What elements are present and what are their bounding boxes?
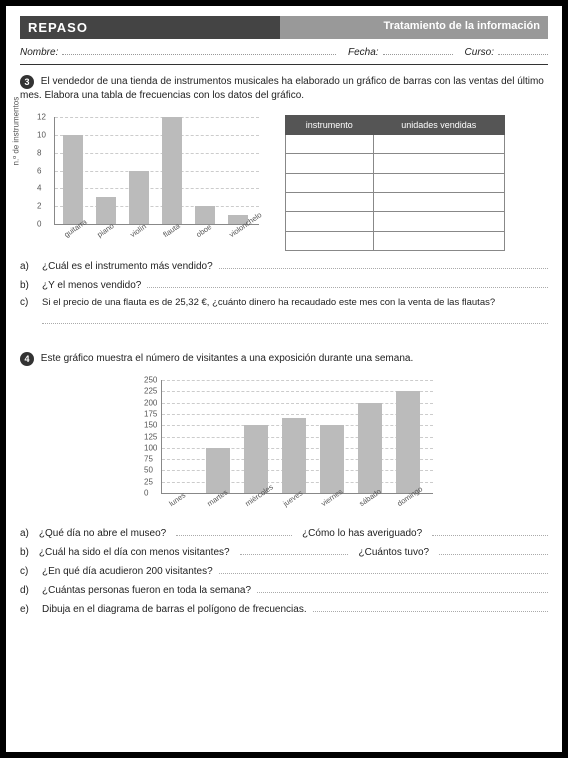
input-nombre[interactable] [62,54,336,55]
table-cell[interactable] [286,231,374,250]
q4a-letter: a) [20,528,29,539]
table-cell[interactable] [373,212,504,231]
q4a-answer1[interactable] [176,526,292,536]
q4b-letter: b) [20,547,29,558]
header-subtitle: Tratamiento de la información [280,16,548,39]
input-curso[interactable] [498,54,548,55]
q3a-answer[interactable] [219,259,548,269]
q3b-letter: b) [20,280,36,291]
q3c-letter: c) [20,297,36,308]
table-cell[interactable] [286,154,374,173]
q4d-text: ¿Cuántas personas fueron en toda la sema… [42,585,251,596]
q3-ylabel: n.º de instrumentos [12,97,21,166]
table-cell[interactable] [373,154,504,173]
q3-table: instrumento unidades vendidas [285,115,505,251]
q4a-text1: ¿Qué día no abre el museo? [39,528,166,539]
q4e-letter: e) [20,604,36,615]
header-title: REPASO [20,16,280,39]
q3c-text: Si el precio de una flauta es de 25,32 €… [42,297,495,308]
q3c-answer[interactable] [42,314,548,324]
q4c-letter: c) [20,566,36,577]
q3-chart: n.º de instrumentos 024681012guitarrapia… [20,111,265,251]
question-4: 4 Este gráfico muestra el número de visi… [20,352,548,615]
table-cell[interactable] [373,135,504,154]
label-fecha: Fecha: [348,47,379,58]
student-fields: Nombre: Fecha: Curso: [20,47,548,58]
q3-number: 3 [20,75,34,89]
q4a-answer2[interactable] [432,526,548,536]
label-curso: Curso: [465,47,494,58]
q4a-text2: ¿Cómo lo has averiguado? [302,528,422,539]
q3a-letter: a) [20,261,36,272]
q4-number: 4 [20,352,34,366]
q4b-answer2[interactable] [439,545,548,555]
q3-text: El vendedor de una tienda de instrumento… [20,76,544,101]
table-cell[interactable] [373,192,504,211]
q3b-text: ¿Y el menos vendido? [42,280,141,291]
label-nombre: Nombre: [20,47,58,58]
input-fecha[interactable] [383,54,453,55]
q4e-text: Dibuja en el diagrama de barras el políg… [42,604,307,615]
q4-text: Este gráfico muestra el número de visita… [41,353,413,364]
q4c-answer[interactable] [219,564,548,574]
q3b-answer[interactable] [147,278,548,288]
q4-chart: 0255075100125150175200225250lunesmartesm… [129,376,439,516]
q4e-answer[interactable] [313,602,548,612]
table-cell[interactable] [286,135,374,154]
table-cell[interactable] [373,173,504,192]
q4d-answer[interactable] [257,583,548,593]
table-cell[interactable] [286,212,374,231]
divider [20,64,548,65]
q4b-text1: ¿Cuál ha sido el día con menos visitante… [39,547,230,558]
q4c-text: ¿En qué día acudieron 200 visitantes? [42,566,213,577]
table-cell[interactable] [286,173,374,192]
q4d-letter: d) [20,585,36,596]
q4b-text2: ¿Cuántos tuvo? [358,547,429,558]
q3-th-units: unidades vendidas [373,116,504,135]
question-3: 3 El vendedor de una tienda de instrumen… [20,75,548,324]
q4b-answer1[interactable] [240,545,349,555]
q3-th-instrument: instrumento [286,116,374,135]
table-cell[interactable] [373,231,504,250]
q3a-text: ¿Cuál es el instrumento más vendido? [42,261,213,272]
header-bar: REPASO Tratamiento de la información [20,16,548,39]
table-cell[interactable] [286,192,374,211]
